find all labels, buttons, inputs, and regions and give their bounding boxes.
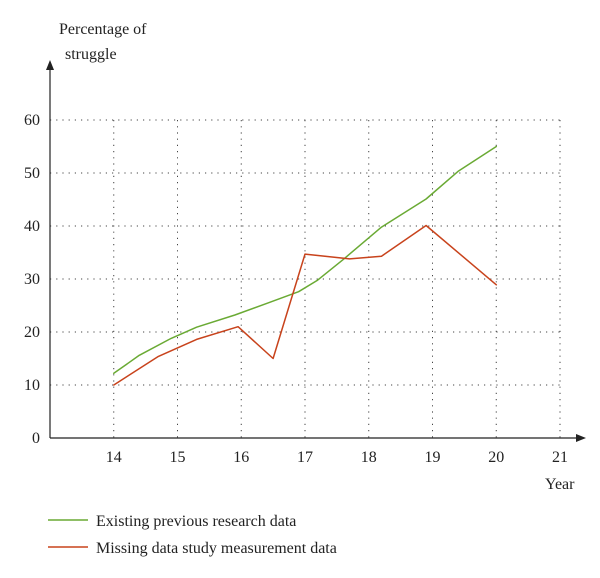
- x-axis-title: Year: [545, 476, 575, 493]
- series-lines: [113, 145, 498, 386]
- x-tick-label-16: 16: [233, 449, 249, 466]
- x-tick-label-20: 20: [488, 449, 504, 466]
- y-tick-label-20: 20: [24, 324, 40, 341]
- y-tick-label-40: 40: [24, 218, 40, 235]
- grid: [50, 119, 561, 438]
- legend-label-missing: Missing data study measurement data: [96, 540, 337, 557]
- y-tick-label-30: 30: [24, 271, 40, 288]
- y-tick-label-10: 10: [24, 377, 40, 394]
- x-tick-label-14: 14: [106, 449, 122, 466]
- x-tick-labels: 14 15 16 17 18 19 20 21: [106, 449, 568, 466]
- y-axis-arrow: [46, 60, 54, 70]
- x-tick-label-21: 21: [552, 449, 568, 466]
- series-line-1: [113, 224, 498, 386]
- y-tick-labels: 0 10 20 30 40 50 60: [24, 112, 40, 447]
- x-tick-label-15: 15: [170, 449, 186, 466]
- x-tick-label-17: 17: [297, 449, 313, 466]
- y-axis-title-line-1: Percentage of: [59, 21, 147, 38]
- x-tick-label-19: 19: [425, 449, 441, 466]
- y-tick-label-50: 50: [24, 165, 40, 182]
- y-tick-label-60: 60: [24, 112, 40, 129]
- legend-label-existing: Existing previous research data: [96, 513, 296, 530]
- x-axis-arrow: [576, 434, 586, 442]
- y-tick-label-0: 0: [32, 430, 40, 447]
- y-axis-title-line-2: struggle: [65, 46, 117, 63]
- series-line-0: [113, 145, 498, 375]
- legend: Existing previous research data Missing …: [48, 513, 337, 557]
- x-tick-label-18: 18: [361, 449, 377, 466]
